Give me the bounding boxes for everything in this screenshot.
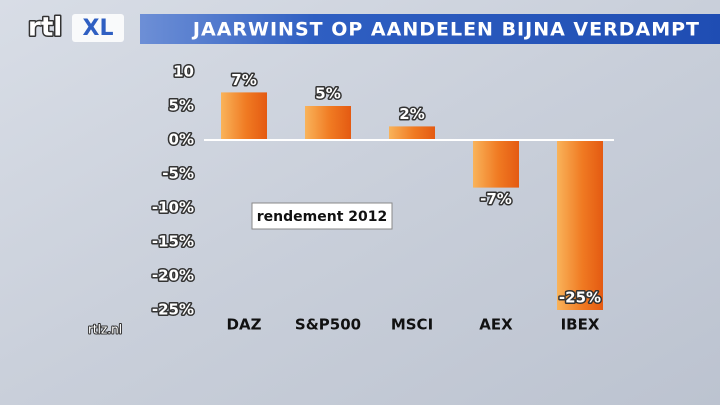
x-tick-label: IBEX	[561, 316, 600, 334]
x-tick-label: AEX	[479, 316, 513, 334]
y-tick-label: 10	[173, 63, 194, 81]
source: rtlz.nl	[88, 323, 122, 337]
value-label: -25%	[559, 289, 601, 307]
y-tick-label: -20%	[152, 267, 194, 285]
logo: rtl	[28, 13, 62, 43]
logo-suffix: XL	[83, 16, 114, 41]
y-tick-label: 0%	[169, 131, 194, 149]
y-tick-label: -10%	[152, 199, 194, 217]
title-bar	[140, 14, 720, 44]
y-tick-label: -25%	[152, 301, 194, 319]
bar	[389, 126, 435, 140]
bar	[473, 140, 519, 188]
x-tick-label: DAZ	[227, 316, 262, 334]
value-label: 7%	[231, 71, 256, 89]
plot: 10 5% 0% -5% -10% -15% -20% -25% DAZ 7% S&P500 5% MS…	[150, 61, 614, 334]
chart-title: JAARWINST OP AANDELEN BIJNA VERDAMPT	[191, 19, 700, 41]
y-tick-label: -5%	[162, 165, 194, 183]
bar	[305, 106, 351, 140]
logo-box	[72, 14, 124, 42]
value-label: 5%	[315, 85, 340, 103]
x-tick-label: MSCI	[391, 316, 433, 334]
value-label: -7%	[480, 190, 512, 208]
annotation: rendement 2012	[257, 209, 387, 225]
bar	[557, 140, 603, 310]
annotation-box	[251, 202, 393, 230]
y-tick-label: 5%	[169, 97, 194, 115]
value-label: 2%	[399, 105, 424, 123]
x-tick-label: S&P500	[295, 316, 361, 334]
bar	[221, 92, 267, 140]
y-tick-label: -15%	[152, 233, 194, 251]
